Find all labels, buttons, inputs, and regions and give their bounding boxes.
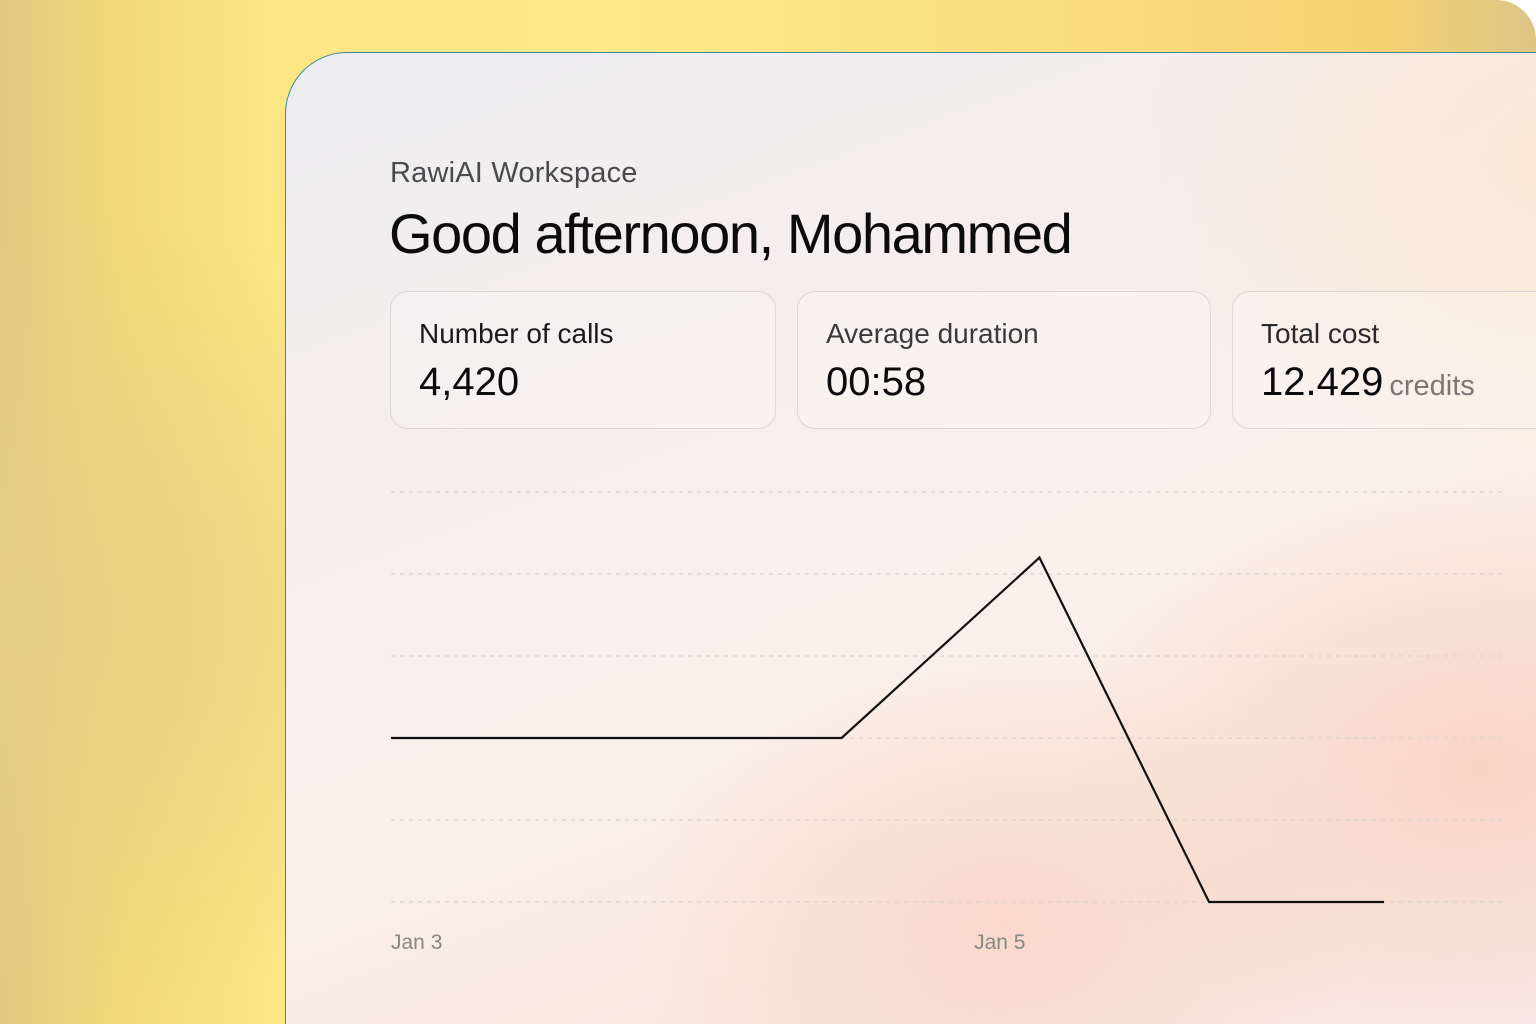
- stat-value-cost-unit: credits: [1389, 370, 1475, 402]
- x-tick-label: Jan 5: [974, 931, 1025, 954]
- stat-value-calls: 4,420: [419, 360, 520, 404]
- stat-label-calls: Number of calls: [419, 318, 614, 349]
- stat-value-duration: 00:58: [826, 360, 927, 404]
- stat-card-cost[interactable]: Total cost 12.429 credits: [1232, 291, 1536, 429]
- stat-value-cost: 12.429 credits: [1261, 360, 1475, 405]
- stat-value-cost-number: 12.429: [1261, 360, 1384, 404]
- page-title: Good afternoon, Mohammed: [389, 202, 1073, 265]
- chart-series: [391, 555, 1384, 904]
- dashboard-panel: RawiAI Workspace Good afternoon, Mohamme…: [285, 52, 1536, 1024]
- x-tick-label: Jan 3: [391, 931, 442, 954]
- stat-label-cost: Total cost: [1261, 318, 1380, 349]
- chart-gridlines: [391, 491, 1506, 903]
- stat-card-duration[interactable]: Average duration 00:58: [797, 291, 1211, 429]
- chart-x-ticks: Jan 3 Jan 5: [391, 931, 1025, 954]
- workspace-name: RawiAI Workspace: [390, 157, 638, 189]
- calls-series-line: [391, 555, 1384, 904]
- stat-label-duration: Average duration: [826, 318, 1039, 349]
- calls-line-chart: Jan 3 Jan 5: [391, 491, 1506, 954]
- stat-card-calls[interactable]: Number of calls 4,420: [390, 291, 776, 429]
